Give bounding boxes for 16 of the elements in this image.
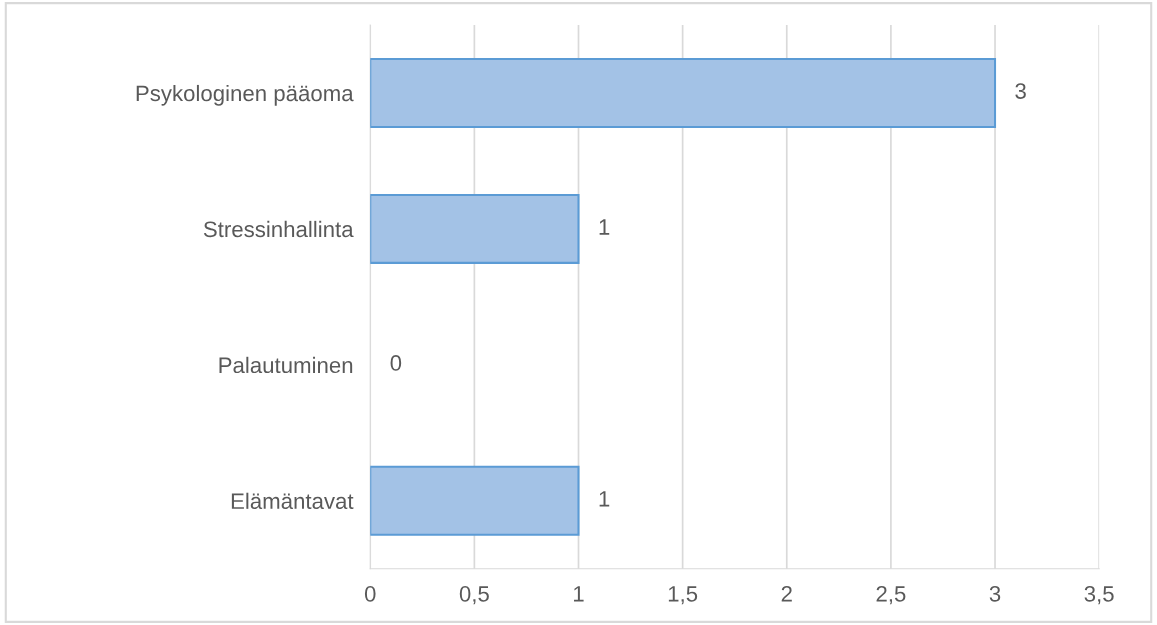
x-tick-label: 0,5 [459, 586, 489, 605]
y-tick-label: Elämäntavat [231, 492, 354, 510]
y-tick-label: Stressinhallinta [203, 220, 354, 238]
x-tick-label: 2,5 [876, 586, 906, 605]
data-label: 3 [1015, 83, 1026, 99]
data-label: 0 [390, 355, 402, 371]
y-tick-label: Psykologinen pääoma [136, 84, 354, 106]
data-label: 1 [599, 219, 610, 235]
x-tick-label: 2 [781, 586, 792, 602]
x-tick-label: 1 [574, 586, 584, 602]
x-tick-label: 3 [989, 586, 1001, 602]
x-tick-label: 3,5 [1084, 586, 1114, 605]
x-tick-label: 0 [364, 586, 376, 602]
y-tick-label: Palautuminen [219, 356, 353, 374]
data-label: 1 [599, 491, 610, 507]
x-tick-label: 1,5 [668, 586, 698, 605]
